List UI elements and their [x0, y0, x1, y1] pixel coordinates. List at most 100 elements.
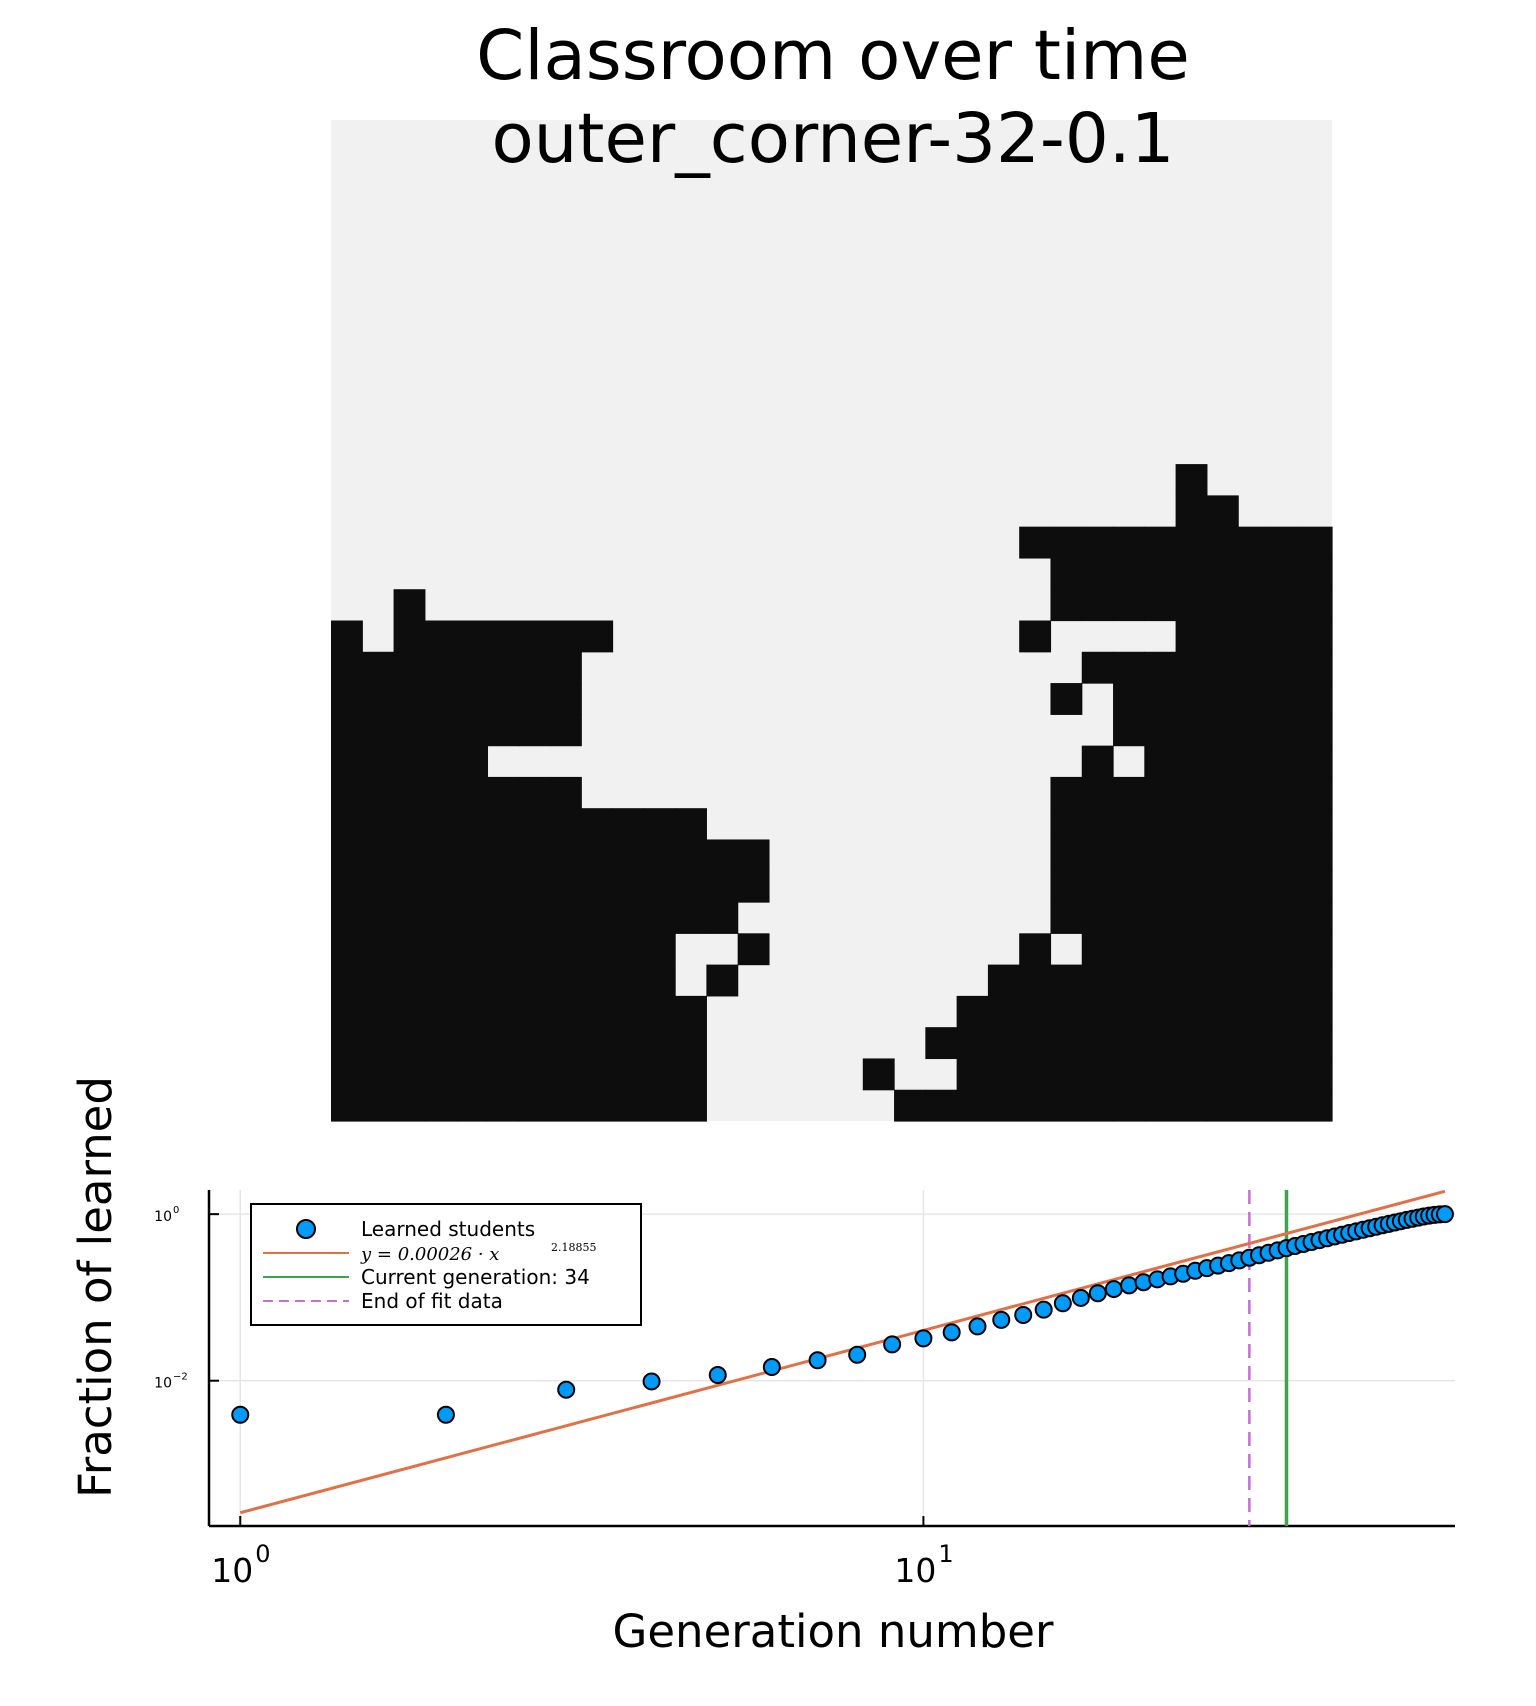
heatmap-cell	[1050, 902, 1083, 934]
heatmap-cell	[518, 933, 551, 966]
data-point	[1120, 1276, 1139, 1295]
heatmap-cell	[487, 902, 520, 934]
heatmap-cell	[1113, 683, 1145, 715]
data-point	[762, 1358, 781, 1377]
heatmap-cell	[1206, 1089, 1239, 1122]
legend-learned-label: Learned students	[361, 1217, 535, 1241]
data-point	[808, 1351, 827, 1370]
heatmap-cell	[1300, 776, 1333, 809]
heatmap-cell	[1050, 589, 1083, 622]
heatmap-cell	[1050, 1058, 1083, 1091]
heatmap-cell	[1175, 464, 1208, 496]
heatmap-cell	[1300, 902, 1333, 934]
heatmap-cell	[1269, 1089, 1302, 1122]
heatmap-cell	[1050, 776, 1083, 809]
heatmap-cell	[1300, 1027, 1333, 1060]
heatmap-cell	[362, 1089, 395, 1122]
heatmap-cell	[612, 902, 645, 934]
heatmap-cell	[331, 1027, 363, 1060]
heatmap-cell	[1081, 557, 1114, 590]
heatmap-cell	[581, 902, 614, 934]
heatmap-cell	[1300, 651, 1333, 684]
heatmap-cell	[1175, 526, 1208, 559]
heatmap-cell	[1113, 1089, 1145, 1122]
heatmap-cell	[1206, 745, 1239, 778]
heatmap-cell	[456, 1058, 489, 1091]
data-point	[1435, 1205, 1454, 1224]
heatmap-cell	[862, 1058, 895, 1091]
heatmap-cell	[1144, 1027, 1177, 1060]
heatmap-cell	[581, 620, 614, 653]
heatmap-cell	[1081, 589, 1114, 622]
heatmap-cell	[1269, 839, 1302, 872]
heatmap-cell	[1300, 808, 1333, 841]
heatmap-cell	[1238, 714, 1271, 747]
heatmap-cell	[424, 683, 457, 715]
heatmap-cell	[1175, 933, 1208, 966]
heatmap-cell	[456, 933, 489, 966]
heatmap-cell	[1019, 933, 1052, 966]
heatmap-cell	[456, 995, 489, 1028]
heatmap-cell	[518, 808, 551, 841]
heatmap-cell	[1206, 651, 1239, 684]
heatmap-cell	[424, 808, 457, 841]
heatmap-cell	[987, 995, 1020, 1028]
heatmap-cell	[925, 1027, 958, 1060]
heatmap-cell	[424, 964, 457, 997]
heatmap-cell	[675, 995, 707, 1028]
legend-current-label: Current generation: 34	[361, 1265, 590, 1289]
heatmap-cell	[1206, 808, 1239, 841]
heatmap-cell	[612, 1058, 645, 1091]
heatmap-cell	[1081, 1089, 1114, 1122]
data-point	[231, 1405, 250, 1424]
heatmap-cell	[1019, 995, 1052, 1028]
heatmap-cell	[424, 714, 457, 747]
heatmap-cell	[1144, 776, 1177, 809]
heatmap-cell	[1113, 964, 1145, 997]
heatmap-cell	[1175, 683, 1208, 715]
y-tick-label: 10	[154, 1376, 172, 1392]
heatmap-cell	[362, 964, 395, 997]
heatmap-cell	[1175, 495, 1208, 528]
heatmap-cell	[1175, 589, 1208, 622]
heatmap-cell	[1175, 902, 1208, 934]
heatmap-cell	[1269, 776, 1302, 809]
heatmap-cell	[362, 995, 395, 1028]
x-tick-label-exponent: 1	[938, 1540, 953, 1568]
heatmap-cell	[424, 995, 457, 1028]
heatmap-cell	[1081, 526, 1114, 559]
heatmap-cell	[1238, 964, 1271, 997]
heatmap-cell	[1113, 557, 1145, 590]
heatmap-cell	[1206, 964, 1239, 997]
heatmap-cell	[643, 1027, 676, 1060]
heatmap-cell	[1081, 1058, 1114, 1091]
heatmap-cell	[1269, 557, 1302, 590]
heatmap-cell	[1238, 557, 1271, 590]
heatmap-cell	[1269, 714, 1302, 747]
heatmap-cell	[987, 1089, 1020, 1122]
heatmap-cell	[456, 651, 489, 684]
heatmap-cell	[1238, 870, 1271, 903]
heatmap-cell	[1175, 745, 1208, 778]
heatmap-cell	[612, 995, 645, 1028]
heatmap-cell	[1081, 776, 1114, 809]
heatmap-cell	[1238, 776, 1271, 809]
heatmap-cell	[987, 1058, 1020, 1091]
heatmap-cell	[487, 870, 520, 903]
heatmap-cell	[1144, 557, 1177, 590]
legend-fit-label: y = 0.00026 · x	[360, 1244, 499, 1265]
heatmap-cell	[1081, 995, 1114, 1028]
heatmap-cell	[1300, 839, 1333, 872]
heatmap-cell	[1206, 714, 1239, 747]
heatmap-cell	[424, 839, 457, 872]
heatmap-cell	[487, 964, 520, 997]
heatmap-cell	[1238, 620, 1271, 653]
heatmap-cell	[456, 1027, 489, 1060]
y-axis-label: Fraction of learned	[69, 1076, 122, 1498]
legend-scatter-marker	[296, 1219, 316, 1239]
heatmap-cell	[518, 683, 551, 715]
heatmap-cell	[706, 964, 739, 997]
heatmap-cell	[581, 995, 614, 1028]
heatmap-cell	[1238, 589, 1271, 622]
heatmap-cell	[1269, 745, 1302, 778]
